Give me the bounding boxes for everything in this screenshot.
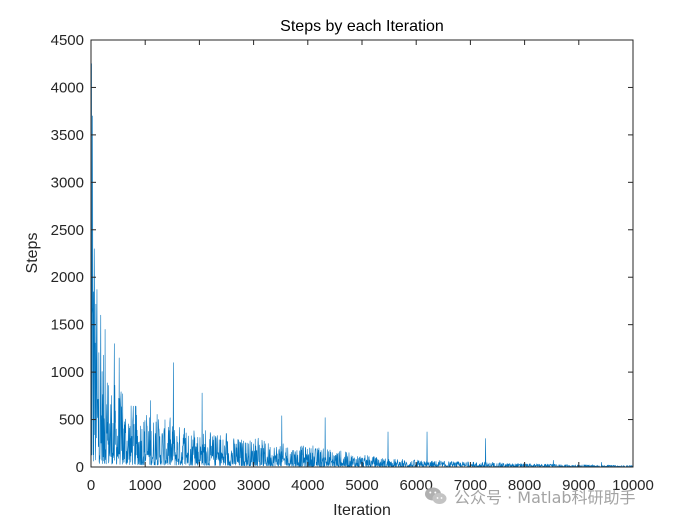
x-tick-label: 3000: [237, 477, 270, 494]
x-tick-label: 4000: [291, 477, 324, 494]
plot-area: [91, 40, 633, 467]
x-tick-label: 8000: [508, 477, 541, 494]
x-tick-label: 6000: [400, 477, 433, 494]
y-tick-label: 1500: [51, 317, 84, 334]
chart-title: Steps by each Iteration: [280, 18, 444, 35]
y-axis-label: Steps: [24, 233, 41, 274]
x-tick-label: 9000: [562, 477, 595, 494]
x-tick-label: 7000: [454, 477, 487, 494]
x-tick-label: 5000: [345, 477, 378, 494]
wechat-icon: [425, 487, 447, 504]
y-tick-label: 3000: [51, 174, 84, 191]
y-tick-label: 4000: [51, 79, 84, 96]
y-tick-label: 2500: [51, 222, 84, 239]
watermark: 公众号 · Matlab科研助手: [424, 484, 636, 508]
tick-layer: 0 1000 2000 3000 4000 5000 6000 7000 8000 9000 100…: [51, 32, 654, 494]
y-tick-label: 0: [76, 459, 84, 476]
y-tick-label: 1000: [51, 364, 84, 381]
x-axis-label: Iteration: [333, 502, 391, 519]
x-tick-label: 10000: [612, 477, 654, 494]
watermark-text: 公众号 · Matlab科研助手: [454, 488, 636, 507]
x-tick-label: 0: [87, 477, 95, 494]
y-tick-label: 500: [59, 412, 84, 429]
x-tick-label: 1000: [129, 477, 162, 494]
y-tick-label: 4500: [51, 32, 84, 49]
x-tick-label: 2000: [183, 477, 216, 494]
y-tick-label: 3500: [51, 127, 84, 144]
y-tick-label: 2000: [51, 269, 84, 286]
